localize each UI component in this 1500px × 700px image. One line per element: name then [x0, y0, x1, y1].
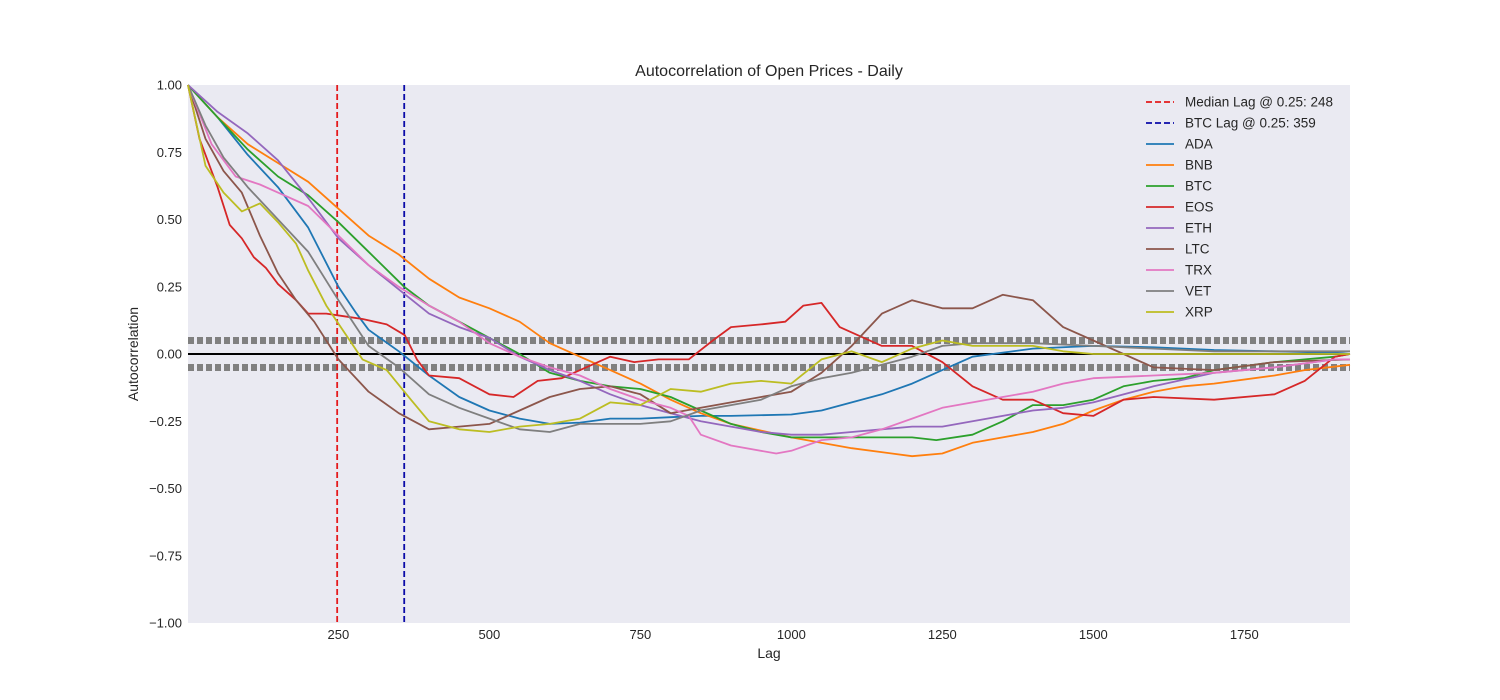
series-line-bnb	[187, 84, 1351, 458]
legend-label: ETH	[1185, 221, 1212, 236]
legend-label: XRP	[1185, 305, 1213, 320]
series-line-xrp	[187, 84, 1350, 433]
legend-label: ADA	[1185, 137, 1213, 152]
legend-label: LTC	[1185, 242, 1210, 257]
y-tick-label: −0.25	[149, 414, 182, 429]
x-tick-label: 250	[328, 627, 350, 642]
legend-label: BTC Lag @ 0.25: 359	[1185, 116, 1316, 131]
y-tick-label: −0.75	[149, 548, 182, 563]
series-line-ada	[187, 84, 1351, 425]
y-axis-label: Autocorrelation	[125, 307, 141, 401]
x-axis-ticks: 250 500 750 1000 1250 1500 1750	[328, 627, 1259, 642]
series-line-trx	[187, 84, 1350, 455]
y-tick-label: −1.00	[149, 616, 182, 631]
chart-title: Autocorrelation of Open Prices - Daily	[635, 63, 903, 80]
series-line-vet	[187, 84, 1350, 433]
x-tick-label: 1000	[777, 627, 806, 642]
legend-label: TRX	[1185, 263, 1212, 278]
legend-label: EOS	[1185, 200, 1214, 215]
legend-label: BNB	[1185, 158, 1213, 173]
legend-label: VET	[1185, 284, 1211, 299]
y-tick-label: 0.50	[157, 212, 182, 227]
x-axis-label: Lag	[757, 645, 780, 661]
x-tick-label: 1250	[928, 627, 957, 642]
y-axis-ticks: 1.00 0.75 0.50 0.25 0.00 −0.25 −0.50 −0.75 −1.00	[149, 78, 182, 631]
y-tick-label: 0.25	[157, 279, 182, 294]
x-tick-label: 500	[479, 627, 501, 642]
y-tick-label: −0.50	[149, 481, 182, 496]
legend: Median Lag @ 0.25: 248 BTC Lag @ 0.25: 35…	[1146, 95, 1333, 320]
y-tick-label: 0.00	[157, 347, 182, 362]
legend-label: BTC	[1185, 179, 1212, 194]
series-lines	[187, 84, 1351, 458]
series-line-ltc	[187, 84, 1351, 431]
x-tick-label: 1500	[1079, 627, 1108, 642]
series-line-btc	[187, 84, 1351, 441]
y-tick-label: 0.75	[157, 145, 182, 160]
x-tick-label: 750	[630, 627, 652, 642]
legend-label: Median Lag @ 0.25: 248	[1185, 95, 1333, 110]
x-tick-label: 1750	[1230, 627, 1259, 642]
y-tick-label: 1.00	[157, 78, 182, 93]
